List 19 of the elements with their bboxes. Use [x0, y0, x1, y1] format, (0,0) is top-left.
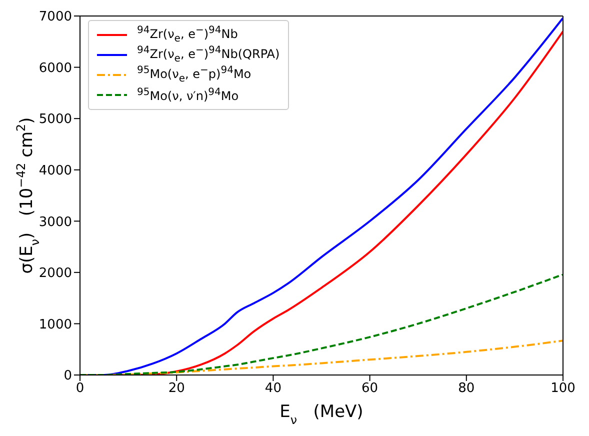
- y-tick-label: 5000: [38, 112, 72, 128]
- y-tick-label: 4000: [38, 163, 72, 178]
- legend-label: $^{95}$Mo(ν$_{e}$, e$^{−}$p)$^{94}$Mo: [137, 65, 252, 85]
- x-tick-label: 0: [76, 381, 84, 396]
- y-tick-label: 6000: [38, 60, 72, 76]
- legend-label: $^{94}$Zr(ν$_{e}$, e$^{−}$)$^{94}$Nb: [137, 25, 238, 45]
- x-tick-label: 80: [458, 381, 475, 396]
- legend-label: $^{95}$Mo(ν, ν′n)$^{94}$Mo: [137, 87, 239, 103]
- y-tick-label: 0: [64, 368, 72, 384]
- y-tick-label: 7000: [38, 10, 72, 25]
- x-tick-label: 100: [550, 381, 576, 396]
- text: E$_{ν}$ (MeV): [280, 402, 364, 427]
- x-tick-label: 40: [264, 381, 282, 396]
- y-tick-label: 2000: [38, 266, 72, 282]
- y-tick-label: 3000: [38, 214, 72, 230]
- x-tick-label: 20: [168, 381, 185, 396]
- legend-label: $^{94}$Zr(ν$_{e}$, e$^{−}$)$^{94}$Nb(QRPA): [137, 45, 280, 65]
- y-tick-label: 1000: [38, 317, 72, 332]
- x-tick-label: 60: [362, 381, 378, 396]
